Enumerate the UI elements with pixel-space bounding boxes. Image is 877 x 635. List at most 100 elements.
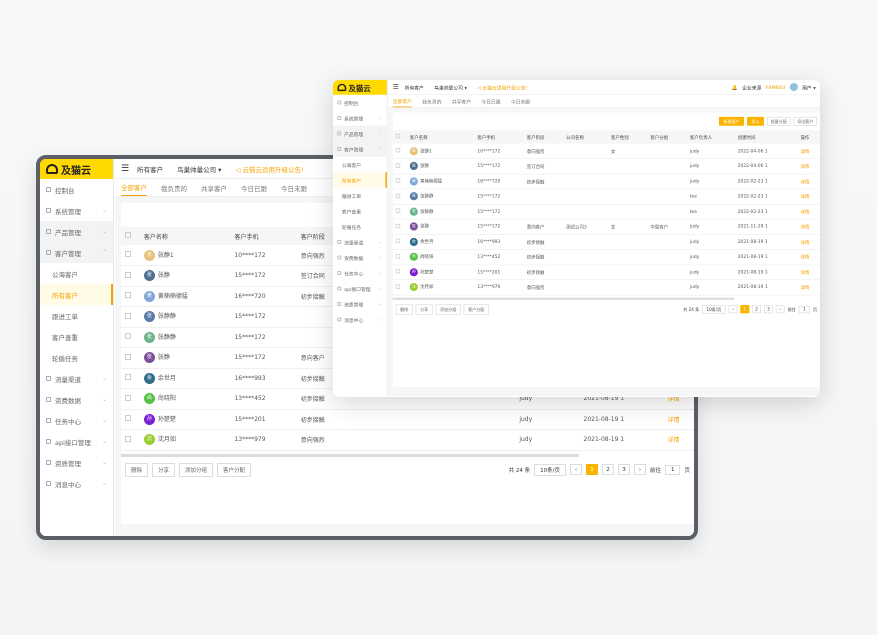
sidebar-item[interactable]: 控制台 (333, 95, 387, 110)
table-row[interactable]: 张张静静 15****172 tee 2022-02-23 1 详情 (392, 203, 820, 220)
detail-link[interactable]: 详情 (797, 173, 820, 190)
footer-button-0[interactable]: 删除 (395, 303, 413, 315)
customer-name[interactable]: 张静 (420, 224, 429, 230)
table-row[interactable]: 张张静静 15****172 tee 2022-02-23 1 详情 (392, 188, 820, 205)
sidebar-item[interactable]: api接口管理 ⌄ (40, 431, 113, 452)
column-header[interactable]: 操作 (797, 130, 820, 144)
page-button[interactable]: 3 (617, 464, 630, 475)
column-header[interactable]: 创建时间 (734, 130, 798, 144)
hamburger-icon[interactable]: ☰ (392, 83, 399, 91)
detail-link[interactable]: 详情 (797, 249, 820, 265)
avatar[interactable] (789, 82, 798, 92)
customer-name[interactable]: 孙楚楚 (157, 415, 176, 423)
row-checkbox[interactable] (125, 374, 131, 381)
sidebar-item[interactable]: 资费数据 ⌄ (333, 250, 387, 265)
prev-page-button[interactable]: ‹ (569, 464, 582, 475)
sidebar-item[interactable]: 消息中心 ⌄ (40, 473, 113, 494)
customer-name[interactable]: 张静 (157, 354, 170, 362)
tab-4[interactable]: 今日未跟 (510, 98, 531, 105)
column-header[interactable]: 公司名称 (563, 130, 609, 144)
customer-name[interactable]: 黄楠楠德猛 (420, 178, 443, 184)
row-checkbox[interactable] (125, 251, 131, 257)
column-header[interactable]: 客户分组 (647, 130, 687, 144)
sidebar-item[interactable]: 所有客户 (40, 284, 113, 305)
sidebar-item[interactable]: 客户查重 (333, 203, 387, 218)
footer-button-3[interactable]: 客户分配 (217, 462, 252, 477)
footer-button-3[interactable]: 客户分配 (463, 303, 489, 315)
customer-name[interactable]: 黄楠楠德猛 (157, 292, 188, 300)
table-row[interactable]: 沈沈月如 13****979 意向强烈 judy 2021-08-19 1 详情 (392, 279, 820, 296)
customer-name[interactable]: 余世月 (420, 239, 434, 245)
row-checkbox[interactable] (125, 415, 131, 422)
customer-name[interactable]: 沈月如 (157, 436, 176, 444)
column-header[interactable]: 客户名称 (139, 227, 231, 245)
tab-0[interactable]: 全部客户 (121, 182, 147, 196)
notice-link[interactable]: ◁ 云猫云适用升级公告! (235, 165, 304, 174)
sidebar-item[interactable]: 控制台 (40, 179, 113, 200)
detail-link[interactable]: 详情 (797, 158, 820, 175)
sidebar-item[interactable]: 跟进工单 (333, 188, 387, 203)
sidebar-item[interactable]: 系统管理 ⌄ (40, 200, 113, 221)
customer-name[interactable]: 尚晓阳 (420, 254, 434, 260)
table-row[interactable]: 孙孙楚楚 15****201 初步接触 judy 2021-08-19 1 详情 (121, 409, 694, 430)
detail-link[interactable]: 详情 (797, 264, 820, 280)
sidebar-item[interactable]: 产品管理 ⌄ (40, 221, 113, 242)
column-header[interactable]: 客户手机 (230, 227, 297, 245)
footer-button-0[interactable]: 删除 (125, 462, 149, 477)
select-all-checkbox[interactable] (125, 232, 131, 238)
company-switcher[interactable]: 鸟巢帅量公司 ▾ (434, 84, 467, 91)
breadcrumb[interactable]: 所有客户 (137, 165, 164, 174)
row-checkbox[interactable] (395, 193, 401, 198)
sidebar-item[interactable]: 资费数据 ⌄ (40, 389, 113, 410)
customer-name[interactable]: 张静静 (420, 193, 434, 200)
row-checkbox[interactable] (395, 253, 401, 259)
footer-button-2[interactable]: 添加分组 (435, 303, 461, 315)
customer-name[interactable]: 张静静 (157, 313, 176, 321)
detail-link[interactable]: 详情 (797, 203, 820, 220)
row-checkbox[interactable] (125, 435, 131, 442)
page-button[interactable]: 2 (601, 464, 614, 475)
per-page-select[interactable]: 10条/页 (702, 304, 726, 314)
table-row[interactable]: 张张静1 10****172 意向强烈 女 judy 2022-04-06 1 … (392, 143, 820, 159)
column-header[interactable]: 客户性别 (608, 130, 648, 144)
sidebar-item[interactable]: 流量渠道 ⌄ (333, 234, 387, 249)
row-checkbox[interactable] (125, 271, 131, 278)
row-checkbox[interactable] (395, 178, 401, 183)
sidebar-item[interactable]: 轮循任务 (333, 219, 387, 234)
horizontal-scrollbar[interactable] (392, 297, 735, 300)
row-checkbox[interactable] (395, 208, 401, 214)
tab-2[interactable]: 共享客户 (451, 98, 472, 105)
tab-0[interactable]: 全部客户 (392, 97, 412, 108)
company-switcher[interactable]: 鸟巢帅量公司 ▾ (177, 165, 222, 174)
sidebar-item[interactable]: 客户查重 (40, 326, 113, 347)
notice-link[interactable]: ◁ 云猫云适用升级公告! (477, 84, 528, 91)
customer-name[interactable]: 尚晓阳 (157, 395, 176, 403)
footer-button-2[interactable]: 添加分组 (179, 462, 214, 477)
per-page-select[interactable]: 10条/页 (534, 463, 566, 476)
bell-icon[interactable]: 🔔 (731, 84, 738, 90)
sidebar-item[interactable]: 流量渠道 ⌄ (40, 368, 113, 389)
detail-link[interactable]: 详情 (797, 219, 820, 235)
table-row[interactable]: 余余世月 16****993 初步接触 judy 2021-08-19 1 详情 (392, 234, 820, 250)
column-header[interactable]: 客户名称 (406, 130, 475, 144)
tab-1[interactable]: 我负责的 (422, 98, 442, 105)
import-button[interactable]: 导入 (746, 116, 764, 126)
table-row[interactable]: 张张静 15****172 签订合同 judy 2022-04-06 1 详情 (392, 158, 820, 175)
assign-button[interactable]: 批量分配 (766, 116, 791, 126)
hamburger-icon[interactable]: ☰ (121, 163, 130, 174)
tab-1[interactable]: 我负责的 (161, 184, 187, 193)
sidebar-item[interactable]: 公海客户 (40, 263, 113, 284)
detail-link[interactable]: 详情 (797, 279, 820, 296)
next-page-button[interactable]: › (775, 305, 785, 314)
page-button[interactable]: 2 (752, 305, 762, 314)
row-checkbox[interactable] (125, 312, 131, 319)
sidebar-item[interactable]: 公海客户 (333, 157, 387, 172)
horizontal-scrollbar[interactable] (121, 453, 580, 457)
sidebar-item[interactable]: 系统管理 ⌄ (333, 110, 387, 125)
sidebar-item[interactable]: 产品管理 ⌄ (333, 125, 387, 142)
sidebar-item[interactable]: 客户管理 ⌃ (40, 242, 113, 263)
row-checkbox[interactable] (395, 147, 401, 153)
tab-3[interactable]: 今日已跟 (481, 98, 501, 105)
row-checkbox[interactable] (125, 292, 131, 299)
sidebar-item[interactable]: 任务中心 ⌄ (40, 410, 113, 431)
